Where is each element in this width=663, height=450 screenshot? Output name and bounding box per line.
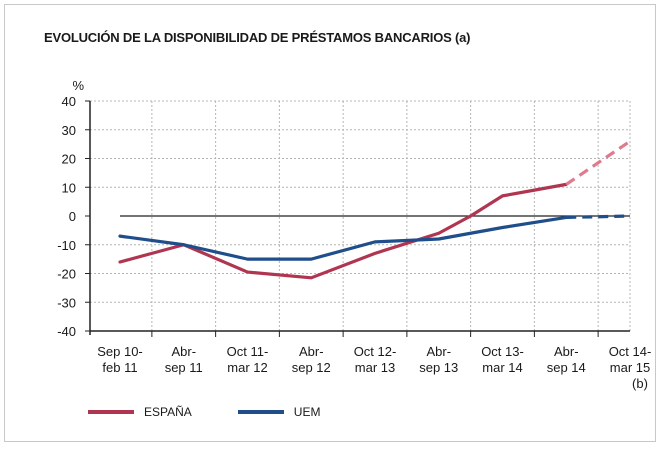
chart-title: EVOLUCIÓN DE LA DISPONIBILIDAD DE PRÉSTA… [44,30,471,45]
legend-item-uem: UEM [237,405,321,419]
y-tick-label: 20 [62,152,76,167]
legend-swatch-uem [237,410,284,414]
series-forecast-espana [565,139,631,186]
y-tick-label: -40 [57,324,76,339]
series-line-uem [118,215,568,261]
x-tick-label: Oct 14-mar 15 (b) [609,344,652,391]
series-forecast-uem [566,214,631,220]
series-line-espana [118,182,568,280]
legend-swatch-espana [88,410,134,414]
y-tick-label: 40 [62,94,76,109]
y-tick-label: 0 [69,209,76,224]
y-tick-label: 30 [62,123,76,138]
y-tick-label: -30 [57,295,76,310]
x-tick-label: Oct 11-mar 12 [227,344,269,375]
x-tick-label: Abr-sep 13 [419,344,458,375]
legend-label-espana: ESPAÑA [144,405,192,419]
y-axis-label: % [72,78,84,93]
y-tick-label: 10 [62,180,76,195]
y-tick-label: -10 [57,238,76,253]
y-tick-label: -20 [57,267,76,282]
legend: ESPAÑA UEM [88,405,366,419]
legend-label-uem: UEM [293,405,321,419]
x-tick-label: Abr-sep 12 [292,344,331,375]
x-tick-label: Abr-sep 14 [547,344,586,375]
x-tick-label: Sep 10-feb 11 [97,344,143,375]
x-tick-label: Oct 13-mar 14 [481,344,524,375]
x-tick-label: Oct 12-mar 13 [354,344,397,375]
chart-frame [4,4,656,442]
legend-item-espana: ESPAÑA [88,405,192,419]
x-tick-label: Abr-sep 11 [165,344,203,375]
